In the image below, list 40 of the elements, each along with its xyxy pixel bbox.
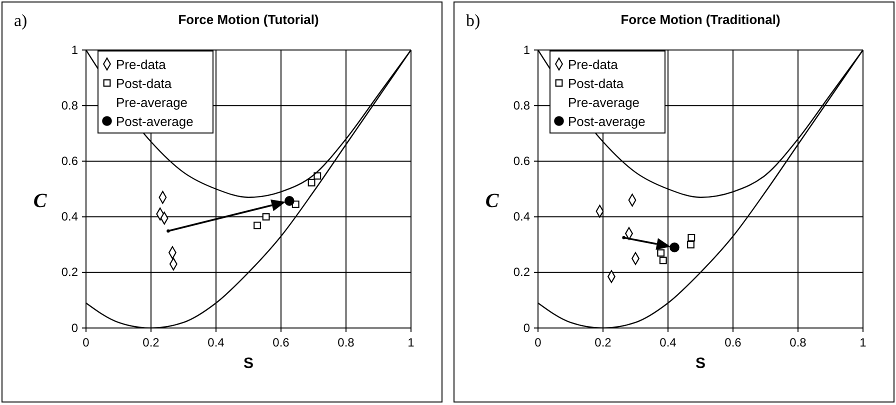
- x-tick-label: 0.8: [338, 336, 355, 350]
- legend-label: Post-data: [568, 76, 624, 91]
- y-tick-label: 0.8: [61, 98, 78, 112]
- y-tick-label: 0.4: [61, 210, 78, 224]
- x-tick-label: 0.8: [790, 336, 807, 350]
- x-tick-label: 0.6: [724, 336, 742, 350]
- chart-title: Force Motion (Traditional): [620, 12, 780, 27]
- x-tick-label: 1: [860, 336, 867, 350]
- legend-label: Pre-data: [568, 57, 619, 72]
- x-tick-label: 1: [408, 336, 415, 350]
- y-tick-label: 0.6: [513, 154, 530, 168]
- y-tick-label: 0.4: [513, 210, 530, 224]
- y-tick-label: 1: [523, 42, 530, 57]
- x-tick-label: 0.4: [208, 336, 225, 350]
- x-axis-title: S: [695, 355, 706, 372]
- legend-label: Pre-data: [116, 57, 167, 72]
- text: b): [466, 11, 480, 30]
- chart-title: Force Motion (Tutorial): [178, 12, 319, 27]
- y-tick-label: 0.6: [61, 154, 78, 168]
- legend-label: Pre-average: [568, 95, 640, 110]
- x-tick-label: 0.2: [594, 336, 612, 350]
- y-tick-label: 1: [71, 42, 78, 57]
- y-tick-label: 0.2: [61, 265, 78, 280]
- y-axis-title: C: [485, 190, 500, 212]
- x-tick-label: 0.4: [660, 336, 677, 350]
- x-tick-label: 0: [82, 336, 90, 350]
- x-tick-label: 0.6: [272, 336, 290, 350]
- y-axis-title: C: [33, 190, 48, 212]
- y-tick-label: 0: [523, 320, 530, 335]
- legend-label: Post-average: [568, 114, 646, 129]
- legend-label: Post-data: [116, 76, 172, 91]
- legend-label: Post-average: [116, 114, 194, 129]
- text: a): [14, 11, 28, 30]
- x-tick-label: 0.2: [142, 336, 160, 350]
- x-axis-title: S: [243, 355, 254, 372]
- legend-label: Pre-average: [116, 95, 188, 110]
- y-tick-label: 0.2: [513, 265, 530, 280]
- x-tick-label: 0: [534, 336, 542, 350]
- y-tick-label: 0.8: [513, 98, 530, 112]
- y-tick-label: 0: [71, 320, 78, 335]
